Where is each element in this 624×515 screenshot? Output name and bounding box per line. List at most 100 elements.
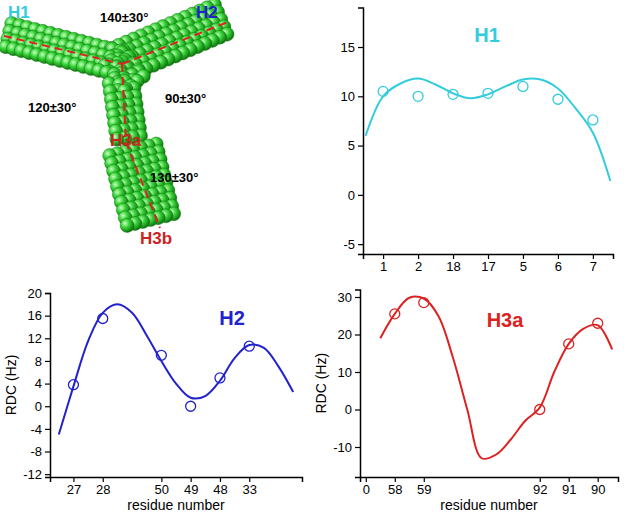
x-axis-line	[51, 478, 303, 483]
y-axis-line	[45, 294, 51, 478]
diagram-label: 140±30°	[100, 10, 148, 25]
y-tick: -12	[23, 467, 50, 482]
x-tick: 7	[590, 254, 597, 274]
chart-title: H2	[219, 307, 245, 329]
y-tick: 30	[338, 290, 360, 305]
y-tick: 10	[338, 365, 360, 380]
x-tick-label: 91	[562, 482, 576, 497]
y-axis-title: RDC (Hz)	[313, 353, 329, 414]
y-tick-mark	[45, 383, 50, 384]
diagram-label: H3a	[110, 131, 142, 150]
x-tick: 48	[213, 477, 227, 497]
figure: H1140±30°H2120±30°90±30°H3a130±30°H3b121…	[0, 0, 624, 515]
x-tick-label: 48	[213, 482, 227, 497]
x-tick-label: 7	[590, 259, 597, 274]
helix-axis	[126, 142, 160, 228]
diagram: H1140±30°H2120±30°90±30°H3a130±30°H3b	[0, 0, 234, 248]
y-tick-label: 20	[338, 327, 352, 342]
chart: 05859929190-100102030H3aresidue numberRD…	[313, 290, 619, 513]
canvas: H1140±30°H2120±30°90±30°H3a130±30°H3b121…	[0, 0, 624, 515]
x-tick-label: 5	[520, 259, 527, 274]
y-tick: -5	[343, 237, 363, 252]
data-point	[588, 115, 598, 125]
y-tick: 5	[348, 138, 363, 153]
y-axis: -100102030	[333, 290, 360, 478]
helix-axis	[4, 36, 122, 64]
y-tick-label: 10	[341, 89, 355, 104]
x-tick-label: 50	[155, 482, 169, 497]
fit-curve	[366, 79, 611, 182]
x-tick: 49	[184, 477, 198, 497]
x-tick: 5	[520, 254, 527, 274]
y-tick-label: 0	[35, 399, 42, 414]
x-tick: 6	[555, 254, 562, 274]
data-point	[553, 94, 563, 104]
y-tick-label: -10	[333, 440, 352, 455]
y-tick-mark	[355, 409, 360, 410]
y-tick: 20	[338, 327, 360, 342]
data-point	[518, 81, 528, 91]
data-point	[413, 91, 423, 101]
x-tick: 1	[380, 254, 387, 274]
x-axis: 272850494833	[51, 477, 303, 497]
y-axis: -12-8-4048121620	[23, 286, 50, 482]
y-tick-mark	[358, 244, 363, 245]
y-tick-mark	[358, 195, 363, 196]
y-tick: 20	[28, 286, 50, 301]
y-tick: -8	[30, 444, 50, 459]
x-tick-label: 18	[446, 259, 460, 274]
y-tick: 10	[341, 89, 363, 104]
y-tick-mark	[355, 372, 360, 373]
x-tick-label: 49	[184, 482, 198, 497]
x-tick: 18	[446, 254, 460, 274]
x-tick-label: 92	[533, 482, 547, 497]
spheres	[0, 0, 234, 232]
y-tick-mark	[45, 451, 50, 452]
y-tick-label: 4	[35, 376, 42, 391]
data-point	[186, 401, 196, 411]
y-tick: 0	[348, 188, 363, 203]
y-tick-mark	[358, 47, 363, 48]
x-tick-label: 0	[363, 482, 370, 497]
x-tick-label: 17	[481, 259, 495, 274]
x-axis-title: residue number	[440, 497, 538, 513]
x-tick-label: 2	[415, 259, 422, 274]
y-tick-mark	[45, 316, 50, 317]
plot-area	[380, 297, 612, 459]
x-tick-label: 27	[67, 482, 81, 497]
y-tick: 0	[35, 399, 50, 414]
fit-curve	[59, 304, 293, 434]
x-axis: 1 2 18 17 5 6 7	[364, 254, 614, 274]
y-tick: 4	[35, 376, 50, 391]
y-tick-label: 5	[348, 138, 355, 153]
y-tick: -4	[30, 422, 50, 437]
y-tick-mark	[45, 338, 50, 339]
x-tick-label: 6	[555, 259, 562, 274]
y-tick-mark	[358, 145, 363, 146]
y-tick: 15	[341, 40, 363, 55]
diagram-label: H2	[196, 3, 218, 22]
y-tick-mark	[355, 297, 360, 298]
chart: 272850494833-12-8-4048121620H2residue nu…	[3, 286, 303, 513]
y-tick-label: -5	[343, 237, 355, 252]
plot-area	[366, 79, 611, 182]
y-tick: -10	[333, 440, 360, 455]
x-axis: 05859929190	[361, 477, 619, 497]
y-tick-label: 16	[28, 308, 42, 323]
y-tick-label: 20	[28, 286, 42, 301]
y-axis-line	[355, 290, 361, 478]
y-tick-label: 0	[348, 188, 355, 203]
y-tick-label: 15	[341, 40, 355, 55]
y-tick-label: -4	[30, 422, 42, 437]
y-tick-mark	[45, 361, 50, 362]
x-tick-label: 1	[380, 259, 387, 274]
x-tick: 2	[415, 254, 422, 274]
x-tick-label: 59	[417, 482, 431, 497]
helix-axis	[122, 22, 228, 64]
x-tick: 0	[363, 477, 370, 497]
x-tick: 59	[417, 477, 431, 497]
x-tick: 91	[562, 477, 576, 497]
plot-area	[59, 304, 293, 434]
diagram-label: H1	[8, 3, 30, 22]
y-tick-mark	[45, 293, 50, 294]
